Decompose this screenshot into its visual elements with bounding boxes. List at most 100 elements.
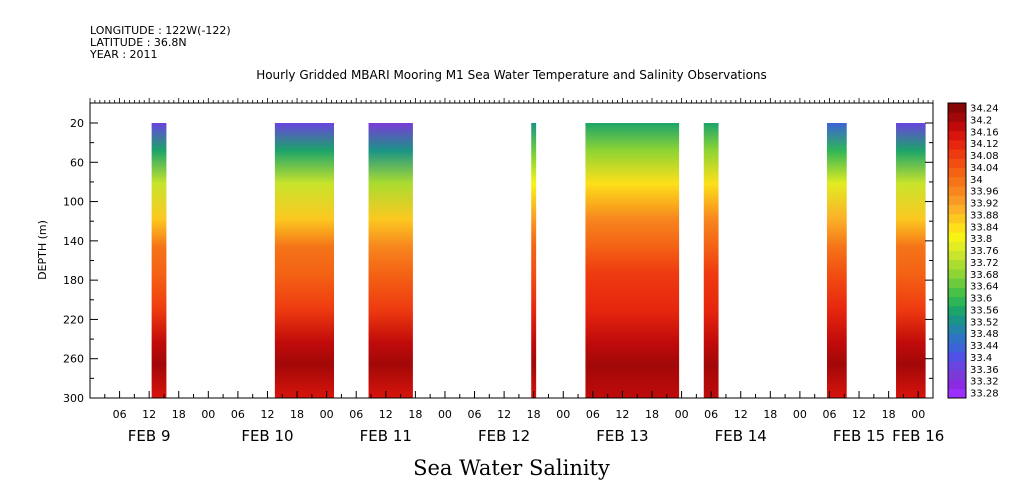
observation-segment [151, 123, 167, 398]
colorbar-label: 33.52 [970, 317, 999, 328]
colorbar-swatch [948, 222, 966, 233]
colorbar-swatch [948, 351, 966, 362]
x-hour-label: 00 [675, 408, 689, 421]
colorbar-swatch [948, 232, 966, 242]
colorbar-swatch [948, 315, 966, 325]
colorbar-swatch [948, 278, 966, 288]
y-tick-label: 140 [63, 235, 84, 248]
x-hour-label: 12 [142, 408, 156, 421]
x-hour-label: 06 [822, 408, 836, 421]
colorbar-swatch [948, 259, 966, 270]
x-day-label: FEB 14 [715, 427, 767, 445]
x-hour-label: 06 [468, 408, 482, 421]
x-hour-label: 00 [911, 408, 925, 421]
colorbar-swatch [948, 167, 966, 178]
x-day-label: FEB 13 [596, 427, 648, 445]
colorbar-swatch [948, 388, 966, 399]
observation-segment [274, 123, 335, 398]
colorbar-swatch [948, 379, 966, 390]
x-hour-label: 00 [320, 408, 334, 421]
colorbar-swatch [948, 158, 966, 169]
y-tick-label: 260 [63, 353, 84, 366]
x-day-label: FEB 11 [360, 427, 412, 445]
colorbar-label: 33.8 [970, 234, 992, 245]
colorbar-swatch [948, 305, 966, 316]
colorbar-swatch [948, 176, 966, 187]
x-hour-label: 06 [231, 408, 245, 421]
x-hour-label: 00 [556, 408, 570, 421]
colorbar-swatch [948, 370, 966, 381]
x-hour-label: 06 [349, 408, 363, 421]
colorbar-label: 33.64 [970, 282, 999, 293]
observation-segment [585, 123, 680, 398]
y-tick-label: 60 [70, 156, 84, 169]
colorbar-swatch [948, 213, 966, 224]
colorbar-swatch [948, 195, 966, 205]
chart-title: Hourly Gridded MBARI Mooring M1 Sea Wate… [256, 68, 767, 82]
colorbar-swatch [948, 361, 966, 371]
variable-title: Sea Water Salinity [413, 456, 610, 480]
colorbar-swatch [948, 268, 966, 279]
colorbar-label: 33.84 [970, 222, 999, 233]
observation-segment [531, 123, 537, 398]
x-hour-label: 00 [793, 408, 807, 421]
x-hour-label: 00 [438, 408, 452, 421]
x-day-label: FEB 9 [128, 427, 171, 445]
colorbar-label: 34.12 [970, 139, 999, 150]
colorbar-swatch [948, 112, 966, 122]
x-hour-label: 18 [645, 408, 659, 421]
colorbar-swatch [948, 333, 966, 344]
x-hour-label: 18 [882, 408, 896, 421]
colorbar-label: 33.6 [970, 294, 992, 305]
y-axis-label: DEPTH (m) [36, 220, 49, 280]
plot-area [151, 123, 926, 398]
x-hour-label: 12 [615, 408, 629, 421]
colorbar-swatch [948, 342, 966, 353]
colorbar-swatch [948, 149, 966, 159]
x-hour-label: 00 [201, 408, 215, 421]
colorbar-label: 34.04 [970, 163, 999, 174]
colorbar-swatch [948, 185, 966, 196]
colorbar-swatch [948, 296, 966, 307]
x-hour-label: 06 [704, 408, 718, 421]
y-tick-label: 20 [70, 117, 84, 130]
colorbar: 34.2434.234.1634.1234.0834.043433.9633.9… [947, 102, 999, 400]
x-day-label: FEB 15 [833, 427, 885, 445]
colorbar-swatch [948, 241, 966, 251]
colorbar-label: 34.2 [970, 115, 992, 126]
colorbar-label: 34 [970, 175, 983, 186]
observation-segment [827, 123, 847, 398]
colorbar-label: 33.44 [970, 341, 999, 352]
x-hour-label: 18 [527, 408, 541, 421]
colorbar-swatch [948, 130, 966, 141]
x-day-label: FEB 10 [241, 427, 293, 445]
y-tick-label: 180 [63, 274, 84, 287]
x-hour-label: 12 [497, 408, 511, 421]
colorbar-label: 33.32 [970, 377, 999, 388]
x-day-label: FEB 12 [478, 427, 530, 445]
x-hour-label: 06 [586, 408, 600, 421]
x-hour-label: 12 [260, 408, 274, 421]
colorbar-swatch [948, 103, 966, 113]
latitude-label: LATITUDE : 36.8N [90, 36, 187, 49]
x-hour-label: 06 [113, 408, 127, 421]
observation-segment [896, 123, 926, 398]
colorbar-label: 34.16 [970, 127, 999, 138]
x-hour-label: 12 [379, 408, 393, 421]
colorbar-label: 34.24 [970, 104, 999, 115]
x-hour-label: 18 [290, 408, 304, 421]
colorbar-swatch [948, 287, 966, 298]
colorbar-swatch [948, 324, 966, 334]
colorbar-label: 33.92 [970, 199, 999, 210]
x-hour-label: 18 [172, 408, 186, 421]
colorbar-label: 34.08 [970, 151, 999, 162]
y-tick-label: 100 [63, 196, 84, 209]
y-tick-label: 300 [63, 392, 84, 405]
x-hour-label: 12 [734, 408, 748, 421]
colorbar-border [947, 102, 967, 399]
longitude-label: LONGITUDE : 122W(-122) [90, 24, 231, 37]
y-tick-label: 220 [63, 313, 84, 326]
x-hour-label: 12 [852, 408, 866, 421]
colorbar-label: 33.76 [970, 246, 999, 257]
